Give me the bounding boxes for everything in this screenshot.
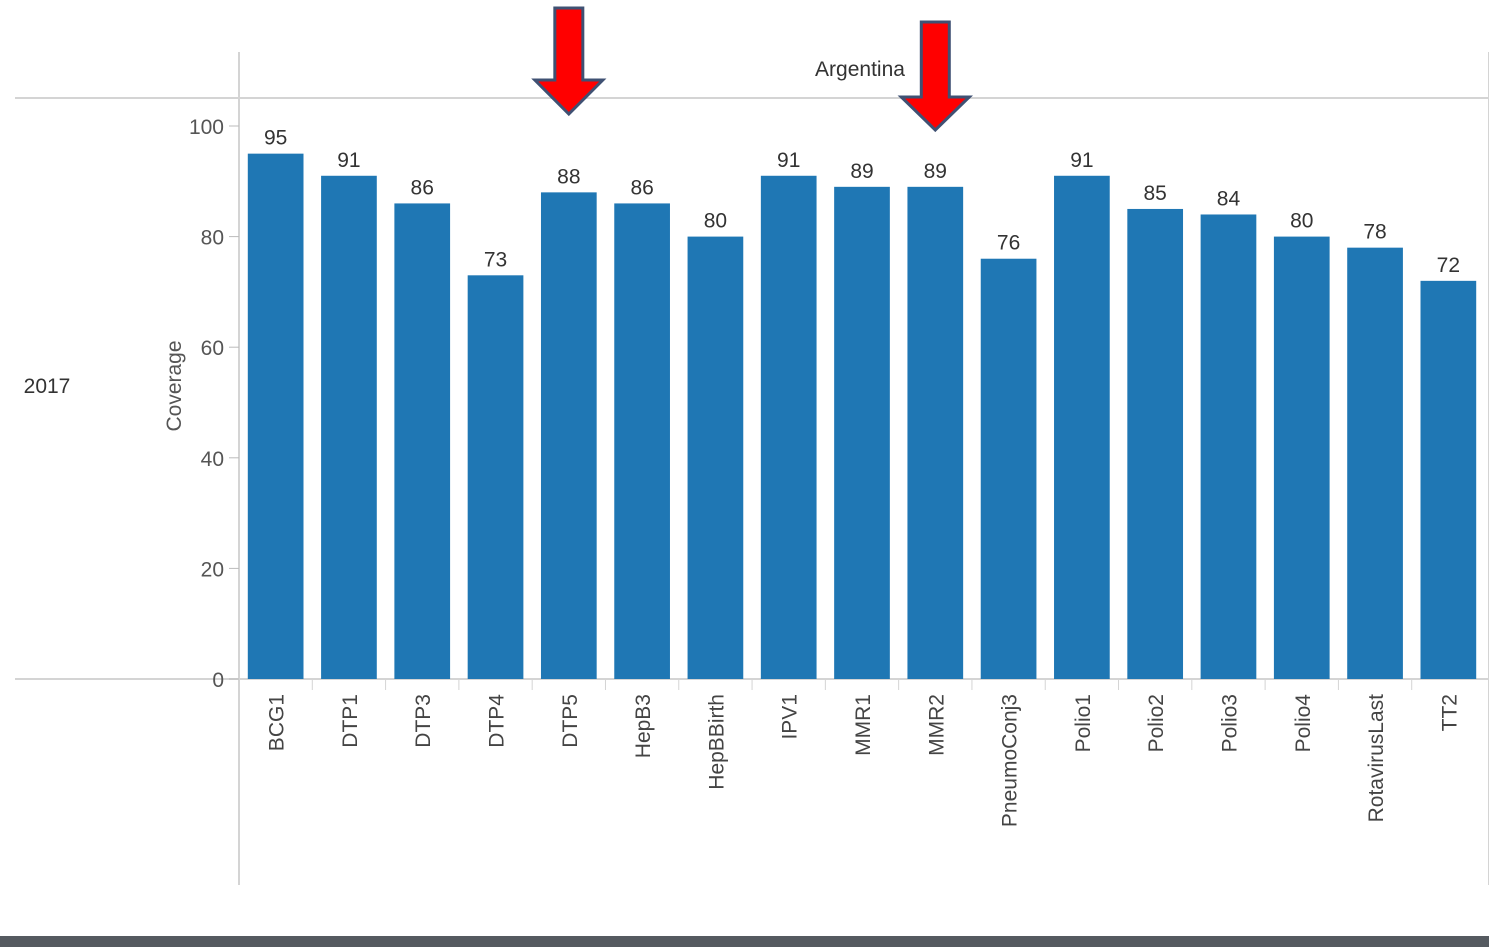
data-label-polio2: 85 bbox=[1143, 182, 1166, 205]
bar-polio1 bbox=[1054, 175, 1110, 679]
x-tick-label-polio1: Polio1 bbox=[1072, 694, 1095, 752]
data-label-tt2: 72 bbox=[1437, 254, 1460, 277]
data-label-polio3: 84 bbox=[1217, 187, 1241, 210]
window-bottom-bar bbox=[0, 936, 1489, 947]
x-tick-label-polio2: Polio2 bbox=[1145, 694, 1168, 752]
x-axis: BCG1 DTP1 DTP3 DTP4 DTP5 HepB3 HepBBirth IPV1 MM… bbox=[266, 679, 1461, 827]
data-label-mmr2: 89 bbox=[924, 160, 947, 183]
data-label-hepb3: 86 bbox=[630, 176, 653, 199]
x-tick-label-polio4: Polio4 bbox=[1292, 694, 1315, 753]
bar-hepb3 bbox=[614, 203, 670, 680]
bar-ipv1 bbox=[760, 175, 817, 679]
data-label-bcg1: 95 bbox=[264, 127, 287, 150]
bar-dtp5 bbox=[540, 192, 597, 680]
x-tick-label-bcg1: BCG1 bbox=[266, 694, 289, 751]
bar-polio2 bbox=[1127, 208, 1184, 679]
x-tick-label-hepb3: HepB3 bbox=[632, 694, 655, 758]
bar-hepbbirth bbox=[687, 236, 744, 679]
y-tick-label: 100 bbox=[189, 116, 224, 139]
arrow-dtp5 bbox=[531, 6, 607, 117]
bar-dtp4 bbox=[467, 275, 524, 679]
data-label-pneumoconj3: 76 bbox=[997, 232, 1020, 255]
x-tick-label-rotaviruslast: RotavirusLast bbox=[1365, 694, 1388, 823]
column-header-label: Argentina bbox=[815, 58, 905, 81]
data-label-ipv1: 91 bbox=[777, 149, 800, 172]
row-header-label: 2017 bbox=[24, 375, 71, 398]
bar-tt2 bbox=[1420, 280, 1477, 679]
x-tick-label-hepbbirth: HepBBirth bbox=[705, 694, 728, 790]
annotations-group bbox=[531, 6, 973, 133]
x-tick-label-mmr2: MMR2 bbox=[925, 694, 948, 756]
x-tick-label-dtp1: DTP1 bbox=[339, 694, 362, 748]
x-tick-label-pneumoconj3: PneumoConj3 bbox=[999, 694, 1022, 827]
x-tick-label-tt2: TT2 bbox=[1438, 694, 1461, 731]
bar-mmr2 bbox=[907, 186, 964, 679]
y-tick-label: 80 bbox=[201, 227, 224, 250]
data-label-dtp1: 91 bbox=[337, 149, 360, 172]
x-tick-label-dtp4: DTP4 bbox=[486, 694, 509, 748]
bars-group: 95 91 86 73 88 86 80 91 89 89 76 91 85 84 80 78 72 bbox=[247, 127, 1477, 680]
data-label-dtp4: 73 bbox=[484, 248, 507, 271]
bar-dtp3 bbox=[394, 203, 451, 680]
y-tick-label: 40 bbox=[201, 448, 224, 471]
data-label-mmr1: 89 bbox=[850, 160, 873, 183]
x-tick-label-dtp3: DTP3 bbox=[412, 694, 435, 748]
bar-dtp1 bbox=[321, 175, 377, 679]
bar-mmr1 bbox=[834, 186, 890, 679]
y-tick-label: 0 bbox=[212, 669, 224, 692]
bar-polio3 bbox=[1200, 214, 1257, 680]
y-axis-title: Coverage bbox=[163, 340, 186, 431]
y-tick-label: 20 bbox=[201, 558, 224, 581]
data-label-polio1: 91 bbox=[1070, 149, 1093, 172]
x-tick-label-dtp5: DTP5 bbox=[559, 694, 582, 748]
bar-polio4 bbox=[1273, 236, 1330, 679]
data-label-polio4: 80 bbox=[1290, 210, 1313, 233]
data-label-dtp3: 86 bbox=[411, 176, 434, 199]
x-tick-label-mmr1: MMR1 bbox=[852, 694, 875, 756]
y-tick-label: 60 bbox=[201, 337, 224, 360]
bar-bcg1 bbox=[247, 153, 304, 679]
bar-rotaviruslast bbox=[1347, 247, 1403, 679]
bar-pneumoconj3 bbox=[980, 258, 1037, 679]
x-tick-label-ipv1: IPV1 bbox=[779, 694, 802, 740]
data-label-rotaviruslast: 78 bbox=[1363, 221, 1386, 244]
y-axis: 0 20 40 60 80 100 bbox=[189, 116, 239, 692]
data-label-dtp5: 88 bbox=[557, 165, 580, 188]
arrow-mmr2 bbox=[897, 20, 973, 133]
x-tick-label-polio3: Polio3 bbox=[1218, 694, 1241, 752]
data-label-hepbbirth: 80 bbox=[704, 210, 727, 233]
